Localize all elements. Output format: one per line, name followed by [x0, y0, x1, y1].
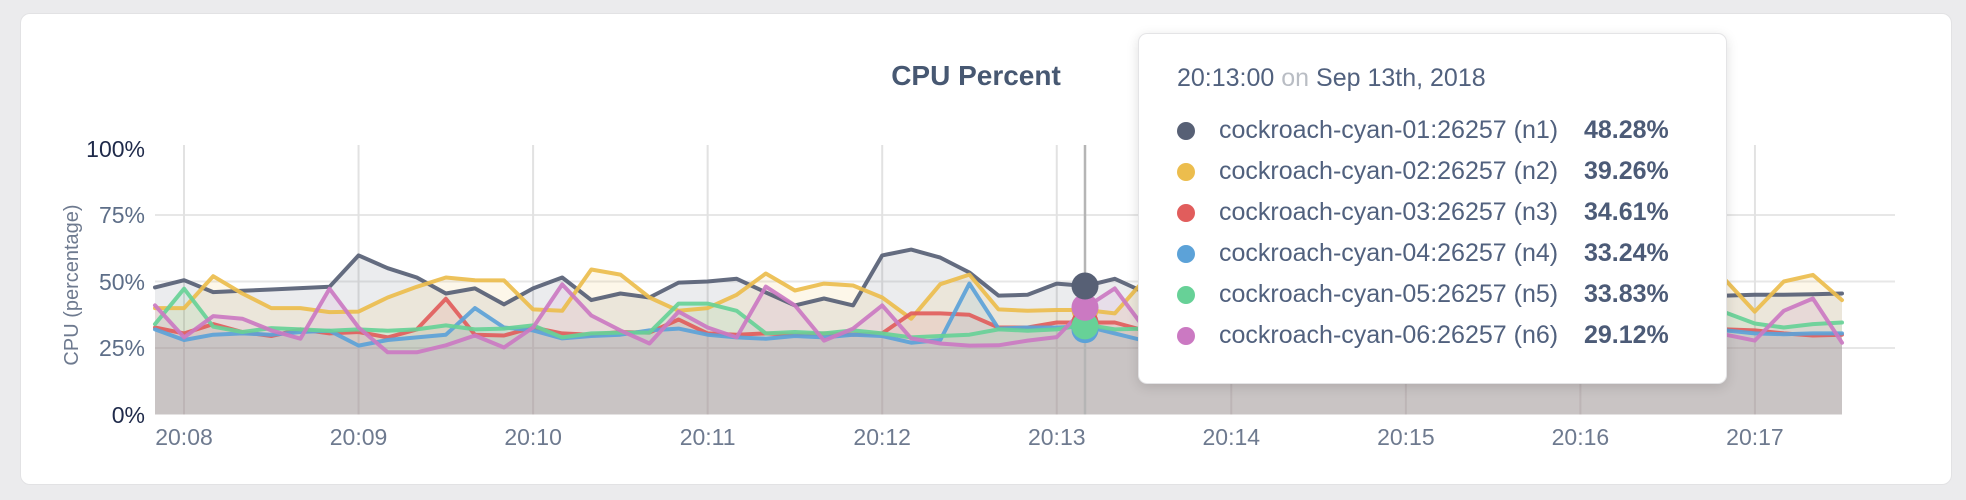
- tooltip-series-value: 48.28%: [1584, 116, 1669, 144]
- x-tick-label: 20:16: [1551, 424, 1610, 450]
- tooltip-series-label: cockroach-cyan-06:26257 (n6): [1219, 321, 1559, 349]
- tooltip-row: cockroach-cyan-04:26257 (n4) 33.24%: [1177, 233, 1726, 274]
- x-tick-label: 20:09: [329, 424, 388, 450]
- tooltip-rows: cockroach-cyan-01:26257 (n1) 48.28% cockro…: [1177, 110, 1726, 356]
- x-tick-label: 20:17: [1726, 424, 1784, 450]
- series-area: [155, 298, 1842, 415]
- series-color-dot-icon: [1177, 121, 1195, 140]
- y-tick-label: 25%: [98, 335, 145, 361]
- tooltip-series-value: 33.83%: [1584, 280, 1669, 308]
- series-color-dot-icon: [1177, 285, 1195, 304]
- tooltip-series-label: cockroach-cyan-04:26257 (n4): [1219, 239, 1559, 267]
- tooltip-series-value: 33.24%: [1584, 239, 1669, 267]
- tooltip-row: cockroach-cyan-01:26257 (n1) 48.28%: [1177, 110, 1726, 151]
- x-tick-label: 20:14: [1202, 424, 1261, 450]
- series-color-dot-icon: [1177, 203, 1195, 222]
- tooltip-series-label: cockroach-cyan-02:26257 (n2): [1219, 157, 1559, 185]
- hover-tooltip: 20:13:00 on Sep 13th, 2018 cockroach-cya…: [1138, 33, 1727, 384]
- tooltip-row: cockroach-cyan-06:26257 (n6) 29.12%: [1177, 315, 1726, 356]
- y-tick-label: 0%: [111, 401, 145, 428]
- x-tick-label: 20:10: [504, 424, 562, 450]
- series-color-dot-icon: [1177, 162, 1195, 181]
- tooltip-row: cockroach-cyan-05:26257 (n5) 33.83%: [1177, 274, 1726, 315]
- tooltip-time: 20:13:00: [1177, 64, 1275, 92]
- x-tick-label: 20:11: [679, 424, 736, 450]
- x-tick-label: 20:12: [853, 424, 911, 450]
- tooltip-date: Sep 13th, 2018: [1316, 64, 1486, 92]
- tooltip-series-value: 39.26%: [1584, 157, 1669, 185]
- hover-dot: [1071, 312, 1099, 340]
- y-tick-label: 100%: [86, 135, 145, 162]
- tooltip-row: cockroach-cyan-03:26257 (n3) 34.61%: [1177, 192, 1726, 233]
- tooltip-conjunction: on: [1281, 64, 1310, 92]
- chart-title: CPU Percent: [891, 60, 1061, 91]
- hover-dot: [1071, 293, 1099, 321]
- x-tick-label: 20:08: [155, 424, 213, 450]
- tooltip-series-value: 34.61%: [1584, 198, 1669, 226]
- series-color-dot-icon: [1177, 326, 1195, 345]
- series-color-dot-icon: [1177, 244, 1195, 263]
- x-tick-label: 20:15: [1377, 424, 1435, 450]
- tooltip-header: 20:13:00 on Sep 13th, 2018: [1177, 60, 1726, 96]
- hover-dot: [1071, 272, 1099, 300]
- tooltip-row: cockroach-cyan-02:26257 (n2) 39.26%: [1177, 151, 1726, 192]
- tooltip-series-label: cockroach-cyan-05:26257 (n5): [1219, 280, 1559, 308]
- y-tick-label: 75%: [98, 202, 145, 228]
- tooltip-series-label: cockroach-cyan-01:26257 (n1): [1219, 116, 1559, 144]
- tooltip-series-value: 29.12%: [1584, 321, 1669, 349]
- y-tick-label: 50%: [98, 268, 145, 295]
- x-tick-label: 20:13: [1027, 424, 1086, 450]
- tooltip-series-label: cockroach-cyan-03:26257 (n3): [1219, 198, 1559, 226]
